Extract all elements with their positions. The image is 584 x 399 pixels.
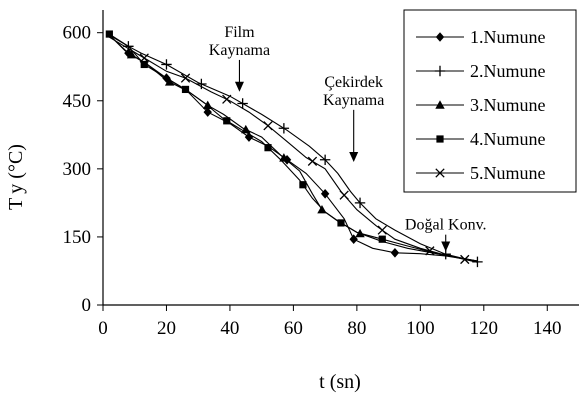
data-point-series-2 — [354, 197, 366, 209]
data-point-series-4 — [264, 144, 272, 152]
data-point-series-2 — [472, 256, 483, 268]
data-point-series-3 — [279, 153, 289, 162]
data-point-series-5 — [180, 73, 191, 83]
annotation-label-1: Film — [224, 24, 255, 41]
data-point-series-5 — [339, 190, 349, 200]
data-point-series-4 — [299, 181, 307, 189]
y-axis-title: T y (°C) — [5, 144, 27, 210]
y-tick-label: 300 — [63, 159, 92, 180]
legend-marker-4 — [436, 135, 444, 143]
data-point-series-4 — [223, 117, 231, 125]
data-point-series-3 — [241, 124, 251, 134]
data-point-series-5 — [222, 94, 232, 104]
data-point-series-4 — [140, 60, 148, 69]
x-tick-label: 40 — [220, 318, 239, 339]
data-point-series-2 — [196, 78, 207, 90]
data-point-series-2 — [123, 41, 134, 52]
y-tick-label: 0 — [82, 295, 92, 316]
legend-label-1: 1.Numune — [470, 27, 546, 47]
data-point-series-2 — [237, 98, 248, 109]
data-point-series-2 — [319, 154, 331, 165]
y-tick-label: 450 — [63, 91, 92, 112]
annotation-label-2: Kaynama — [323, 92, 384, 109]
data-point-series-1 — [244, 132, 254, 142]
x-tick-label: 80 — [347, 318, 366, 339]
x-tick-label: 120 — [470, 318, 499, 339]
series-line-5 — [109, 36, 478, 263]
y-tick-label: 150 — [63, 227, 92, 248]
x-tick-label: 60 — [284, 318, 303, 339]
data-point-series-5 — [425, 246, 435, 256]
x-tick-label: 140 — [533, 318, 562, 339]
annotation-label-3: Doğal Konv. — [405, 217, 487, 234]
annotation-label-2: Çekirdek — [324, 74, 383, 91]
data-point-series-3 — [317, 204, 327, 214]
data-point-series-3 — [164, 77, 175, 86]
legend-marker-3 — [435, 100, 445, 109]
data-point-series-4 — [105, 30, 113, 38]
legend-box — [403, 9, 577, 193]
data-point-series-2 — [278, 123, 290, 134]
data-point-series-1 — [320, 189, 330, 199]
x-tick-label: 0 — [98, 318, 108, 339]
legend-marker-1 — [435, 32, 445, 42]
legend-label-4: 4.Numune — [470, 129, 546, 149]
annotation-label-1: Kaynama — [209, 42, 270, 59]
y-tick-label: 600 — [63, 23, 92, 44]
legend-marker-2 — [434, 65, 446, 77]
data-point-series-5 — [377, 225, 387, 235]
data-point-series-4 — [337, 219, 345, 227]
annotation-arrow-head-2 — [349, 152, 359, 163]
data-point-series-4 — [181, 85, 190, 94]
annotation-arrow-head-3 — [441, 241, 451, 252]
legend-label-5: 5.Numune — [470, 163, 546, 183]
data-point-series-3 — [126, 50, 137, 59]
data-point-series-5 — [460, 254, 470, 265]
x-tick-label: 100 — [406, 318, 435, 339]
data-point-series-2 — [161, 59, 172, 70]
x-tick-label: 20 — [157, 318, 176, 339]
data-point-series-5 — [307, 156, 318, 166]
data-point-series-5 — [139, 53, 149, 63]
series-line-2 — [109, 34, 478, 263]
annotation-arrow-head-1 — [234, 81, 244, 92]
data-point-series-1 — [203, 107, 212, 117]
x-axis-title: t (sn) — [319, 371, 361, 393]
data-point-series-3 — [203, 100, 213, 110]
data-point-series-4 — [378, 235, 386, 243]
data-point-series-3 — [355, 228, 365, 238]
data-point-series-1 — [349, 234, 358, 244]
legend-label-3: 3.Numune — [470, 95, 546, 115]
data-point-series-1 — [390, 248, 400, 258]
legend-label-2: 2.Numune — [470, 61, 546, 81]
data-point-series-5 — [263, 121, 273, 131]
legend-marker-5 — [435, 168, 445, 178]
